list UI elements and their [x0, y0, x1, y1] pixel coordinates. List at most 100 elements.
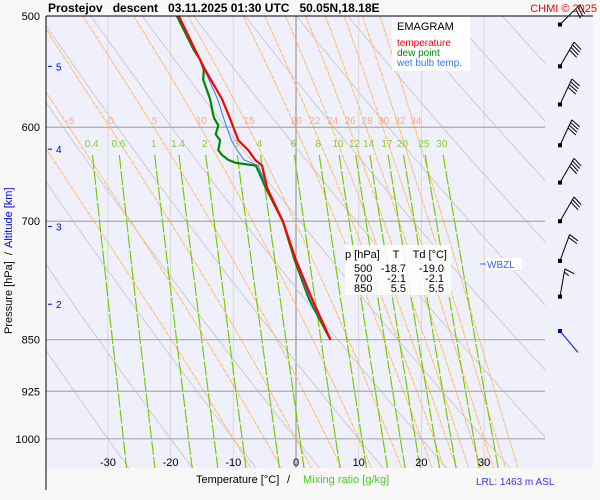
y-axis-label-pressure: Pressure [hPa] /	[3, 251, 15, 334]
wind-barb-flag	[567, 127, 577, 136]
wind-barb-flag	[572, 44, 581, 53]
moist-adiabat-label: 28	[362, 116, 374, 127]
moist-adiabat-line	[133, 16, 373, 468]
temperature-profile	[177, 16, 332, 341]
mixing-ratio-line	[424, 154, 480, 468]
mixing-ratio-label: 10	[332, 139, 344, 150]
mixing-ratio-line	[355, 154, 406, 468]
temperature-tick-label: -10	[225, 457, 241, 469]
mixing-ratio-label: 12	[349, 139, 361, 150]
wind-barb-flag	[569, 49, 578, 58]
wind-barb-staff	[559, 4, 581, 25]
lrl-label: LRL: 1463 m ASL	[476, 477, 555, 488]
mixing-ratio-line	[318, 154, 368, 468]
moist-adiabat-line	[379, 16, 519, 468]
table-header-t: T	[393, 249, 400, 261]
altitude-tick-label: 3	[56, 222, 62, 233]
mixing-ratio-label: 17	[381, 139, 393, 150]
table-cell: 850	[354, 283, 372, 295]
wind-barb-staff	[559, 158, 575, 183]
temperature-tick-label: 10	[353, 457, 365, 469]
wind-barb-flag	[572, 160, 581, 169]
wind-barb-flag	[570, 201, 579, 211]
mixing-ratio-label: 4	[257, 139, 263, 150]
mixing-ratio-label: 25	[418, 139, 430, 150]
moist-adiabat-label: 26	[344, 116, 356, 127]
moist-adiabat-line	[46, 147, 252, 468]
legend-dew-point: dew point	[397, 48, 440, 59]
pressure-tick-label: 600	[22, 122, 40, 134]
moist-adiabat-label: -5	[66, 116, 75, 127]
wind-barb-flag	[569, 165, 578, 175]
mixing-ratio-line	[91, 154, 128, 468]
copyright: CHMI © 2025	[530, 3, 597, 15]
mixing-ratio-label: 1	[151, 139, 157, 150]
mixing-ratio-label: 30	[436, 139, 448, 150]
pressure-tick-label: 500	[22, 11, 40, 23]
moist-adiabat-label: 15	[244, 116, 256, 127]
wind-barb-staff	[559, 234, 571, 262]
altitude-tick-label: 2	[56, 300, 62, 311]
mixing-ratio-line	[403, 154, 457, 468]
legend-box	[392, 17, 470, 71]
moist-adiabat-line	[46, 28, 312, 468]
wind-barb-flag	[573, 41, 582, 51]
dry-adiabat-line	[46, 24, 384, 468]
wind-barb-flag	[568, 84, 578, 92]
chart-title: Prostejov descent 03.11.2025 01:30 UTC 5…	[48, 1, 380, 15]
moist-adiabat-label: 32	[394, 116, 406, 127]
table-cell: -2.1	[425, 273, 444, 285]
altitude-tick-label: 5	[56, 62, 62, 73]
wind-barb-staff	[559, 41, 575, 67]
temperature-tick-label: 30	[478, 457, 490, 469]
legend-wet-bulb: wet bulb temp.	[396, 58, 462, 69]
mixing-ratio-line	[293, 154, 341, 468]
temperature-tick-label: -30	[100, 457, 116, 469]
wind-barb-staff	[559, 268, 566, 297]
wind-barb-flag	[569, 234, 579, 242]
wbzl-box	[486, 258, 522, 270]
temperature-tick-label: 20	[415, 457, 427, 469]
mixing-ratio-line	[259, 154, 305, 468]
mixing-ratio-line	[369, 154, 421, 468]
moist-adiabat-line	[187, 16, 403, 468]
moist-adiabat-label: 5	[152, 116, 158, 127]
dry-adiabat-line	[46, 263, 194, 468]
wind-barb-flag	[568, 236, 578, 245]
wind-barb-flag	[572, 199, 581, 208]
moist-adiabat-label: 22	[309, 116, 321, 127]
mixing-ratio-label: 2	[202, 139, 208, 150]
dry-adiabat-line	[347, 16, 545, 243]
wind-barb-flag	[567, 86, 577, 95]
dry-adiabat-line	[450, 16, 545, 122]
mixing-ratio-label: 0.4	[85, 139, 99, 150]
moist-adiabat-label: 34	[410, 116, 422, 127]
wind-barb-staff	[559, 78, 573, 105]
legend-title: EMAGRAM	[397, 21, 454, 33]
dry-adiabat-line	[46, 349, 130, 468]
wind-barb-flag	[570, 122, 579, 130]
table-cell: -18.7	[381, 263, 406, 275]
x-axis-label-mixing-ratio: Mixing ratio [g/kg]	[303, 474, 389, 486]
wind-barb-staff	[559, 330, 579, 353]
mixing-ratio-label: 20	[397, 139, 409, 150]
mixing-ratio-label: 8	[315, 139, 321, 150]
table-cell: -19.0	[419, 263, 444, 275]
moist-adiabat-line	[46, 91, 282, 468]
pressure-tick-label: 1000	[16, 434, 40, 446]
wind-barb-flag	[571, 78, 580, 87]
mixing-ratio-line	[338, 154, 389, 468]
mixing-ratio-line	[118, 154, 156, 468]
table-cell: 5.5	[391, 283, 406, 295]
wind-barb-flag	[570, 163, 579, 172]
wind-barb-flag	[570, 46, 579, 56]
dry-adiabat-line	[90, 16, 448, 468]
moist-adiabat-label: 24	[327, 116, 339, 127]
wind-barb-flag	[568, 124, 578, 133]
mixing-ratio-label: 14	[363, 139, 375, 150]
wind-barb-flag	[579, 4, 586, 15]
temperature-tick-label: 0	[293, 457, 299, 469]
mixing-ratio-label: 0.6	[112, 139, 126, 150]
dry-adiabat-line	[295, 16, 545, 306]
